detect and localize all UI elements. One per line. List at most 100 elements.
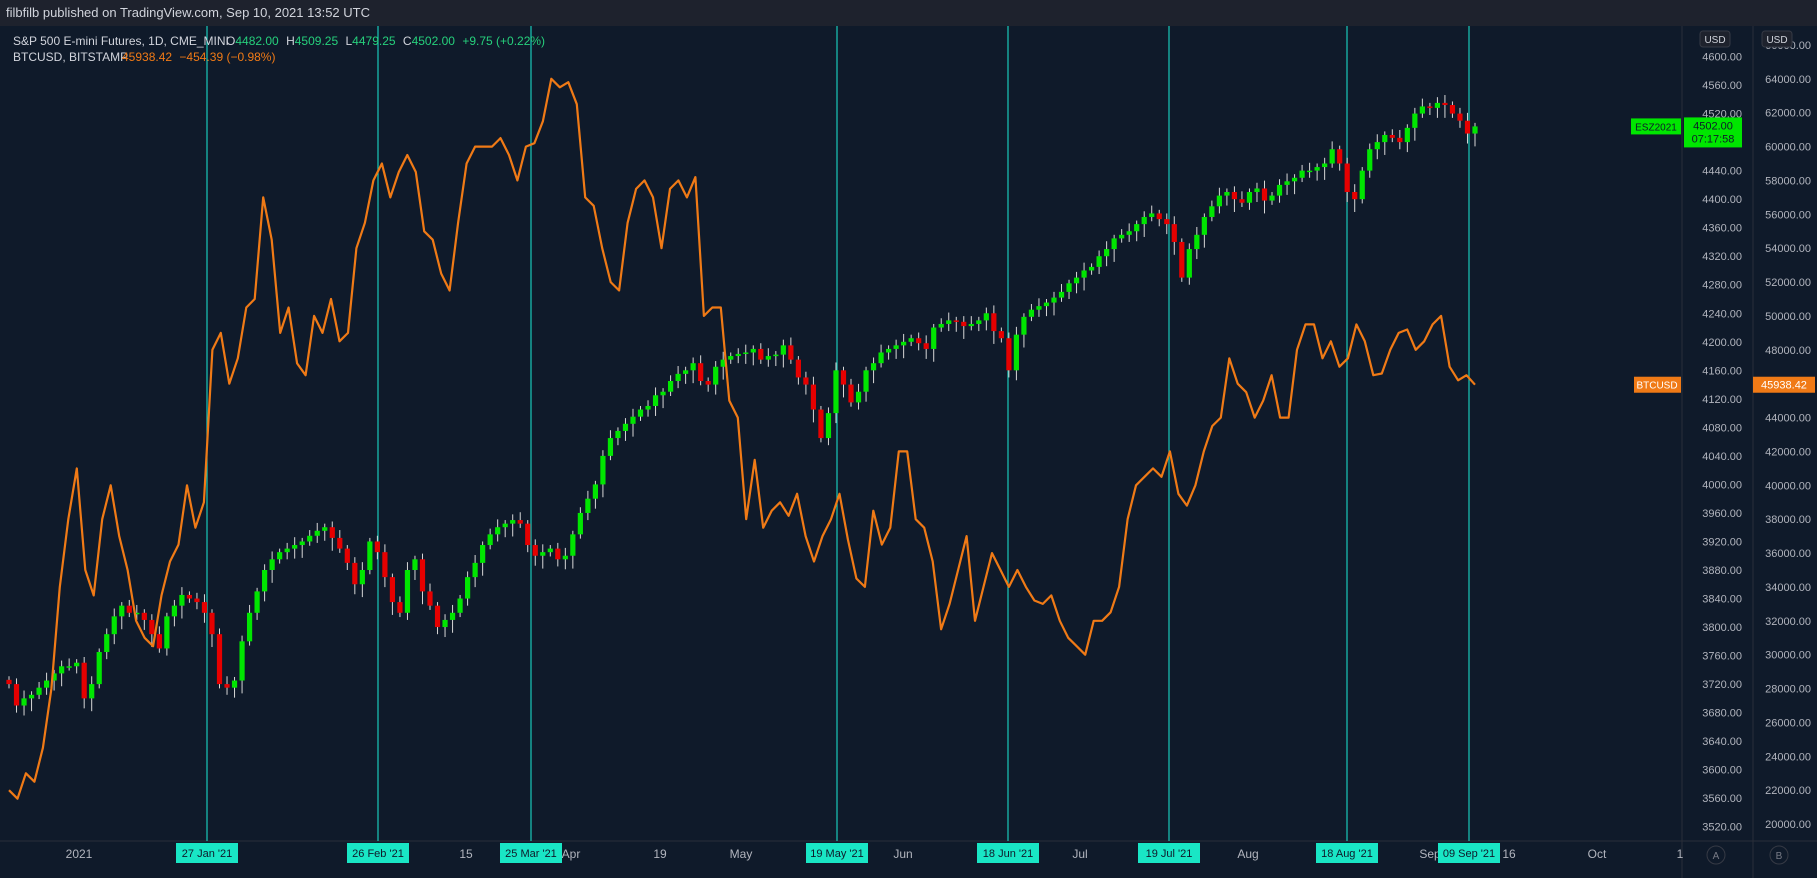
vertical-marker-label[interactable]: 09 Sep '21 bbox=[1438, 843, 1500, 863]
candle-body bbox=[886, 348, 892, 353]
candle-body bbox=[893, 345, 899, 349]
btc-price-axis[interactable] bbox=[1753, 26, 1817, 841]
candle-body bbox=[961, 321, 967, 327]
candle-body bbox=[1442, 102, 1448, 106]
candle-body bbox=[532, 545, 538, 556]
legend-btc-change: −454.39 (−0.98%) bbox=[179, 50, 275, 64]
candle-body bbox=[1119, 234, 1125, 239]
es-tick-label: 3960.00 bbox=[1702, 508, 1742, 520]
candle-body bbox=[1134, 224, 1140, 232]
currency-label-es[interactable]: USD bbox=[1699, 30, 1731, 48]
es-countdown-text: 07:17:58 bbox=[1692, 133, 1735, 145]
es-tick-label: 3520.00 bbox=[1702, 822, 1742, 834]
candle-body bbox=[953, 320, 959, 322]
vertical-marker-label[interactable]: 18 Jun '21 bbox=[977, 843, 1039, 863]
candle-body bbox=[1322, 163, 1328, 168]
candle bbox=[149, 614, 155, 648]
es-symbol-text: ESZ2021 bbox=[1635, 122, 1677, 133]
candle bbox=[1239, 191, 1245, 208]
candle bbox=[449, 604, 456, 633]
candle bbox=[1066, 279, 1072, 299]
btc-tick-label: 58000.00 bbox=[1765, 175, 1811, 187]
candle-body bbox=[916, 338, 922, 344]
candle-body bbox=[1457, 113, 1463, 121]
candle bbox=[1322, 157, 1328, 180]
candle bbox=[637, 405, 644, 421]
candle-body bbox=[585, 498, 591, 513]
candle-body bbox=[1006, 338, 1012, 371]
candle bbox=[758, 343, 764, 364]
candle bbox=[893, 339, 899, 359]
candle bbox=[134, 604, 140, 620]
btc-price-badge[interactable]: 45938.42 bbox=[1753, 376, 1815, 393]
vertical-marker-label[interactable]: 19 May '21 bbox=[806, 843, 868, 863]
candle-body bbox=[246, 612, 253, 642]
legend-es-change: +9.75 (+0.22%) bbox=[462, 34, 545, 48]
currency-label-btc[interactable]: USD bbox=[1761, 30, 1793, 48]
candle bbox=[1231, 186, 1238, 212]
candle bbox=[1171, 216, 1177, 255]
candle bbox=[81, 657, 87, 709]
candle bbox=[788, 337, 794, 364]
es-tick-label: 4440.00 bbox=[1702, 166, 1742, 178]
candle bbox=[1179, 238, 1185, 282]
candle-body bbox=[517, 520, 523, 524]
vertical-marker-label[interactable]: 27 Jan '21 bbox=[176, 843, 238, 863]
scale-button-a[interactable]: A bbox=[1706, 845, 1726, 865]
candle bbox=[728, 352, 734, 364]
candle bbox=[201, 594, 208, 623]
es-tick-label: 4360.00 bbox=[1702, 223, 1742, 235]
candle bbox=[1434, 97, 1441, 118]
candle bbox=[855, 383, 862, 410]
candle-body bbox=[374, 541, 380, 553]
candle bbox=[1186, 243, 1192, 285]
candle bbox=[1201, 213, 1207, 248]
es-symbol-badge[interactable]: ESZ2021 bbox=[1631, 118, 1681, 135]
candle-body bbox=[28, 694, 35, 699]
scale-button-b[interactable]: B bbox=[1769, 845, 1789, 865]
candle bbox=[1254, 182, 1260, 203]
candle bbox=[1119, 229, 1125, 243]
vertical-marker-label[interactable]: 25 Mar '21 bbox=[500, 843, 562, 863]
vertical-marker-text: 18 Jun '21 bbox=[983, 848, 1033, 860]
candle bbox=[1081, 262, 1087, 291]
vertical-marker-text: 26 Feb '21 bbox=[352, 848, 404, 860]
candle bbox=[698, 355, 704, 386]
candle-body bbox=[1194, 234, 1200, 250]
btc-tick-label: 56000.00 bbox=[1765, 209, 1811, 221]
btc-symbol-badge[interactable]: BTCUSD bbox=[1634, 376, 1681, 393]
x-tick-label: 1 bbox=[1677, 847, 1684, 861]
candle bbox=[803, 371, 809, 395]
candle-body bbox=[1231, 192, 1238, 200]
candle-body bbox=[908, 338, 914, 342]
candle-body bbox=[292, 545, 298, 549]
candle-body bbox=[502, 523, 508, 528]
candle-body bbox=[480, 545, 486, 563]
candle bbox=[825, 407, 832, 446]
candle-body bbox=[51, 673, 57, 681]
candle bbox=[562, 547, 568, 570]
candle bbox=[1209, 200, 1215, 222]
candle-body bbox=[675, 373, 681, 382]
candle bbox=[1419, 98, 1425, 118]
candle bbox=[592, 480, 598, 509]
vertical-marker-label[interactable]: 26 Feb '21 bbox=[347, 843, 409, 863]
candle-body bbox=[487, 534, 493, 546]
candle bbox=[1449, 101, 1456, 118]
published-header: filbfilb published on TradingView.com, S… bbox=[0, 0, 1817, 26]
candle bbox=[269, 551, 275, 583]
candle-body bbox=[1058, 291, 1065, 298]
candle bbox=[547, 545, 553, 557]
vertical-marker-label[interactable]: 18 Aug '21 bbox=[1316, 843, 1378, 863]
candle bbox=[1269, 192, 1275, 205]
candle-body bbox=[1269, 195, 1275, 201]
legend-c-value: 4502.00 bbox=[412, 34, 456, 48]
candle bbox=[765, 348, 771, 367]
candle-body bbox=[795, 359, 801, 378]
btc-tick-label: 22000.00 bbox=[1765, 785, 1811, 797]
candle-body bbox=[1359, 170, 1365, 200]
vertical-marker-label[interactable]: 19 Jul '21 bbox=[1138, 843, 1200, 863]
es-price-axis[interactable] bbox=[1682, 26, 1753, 841]
